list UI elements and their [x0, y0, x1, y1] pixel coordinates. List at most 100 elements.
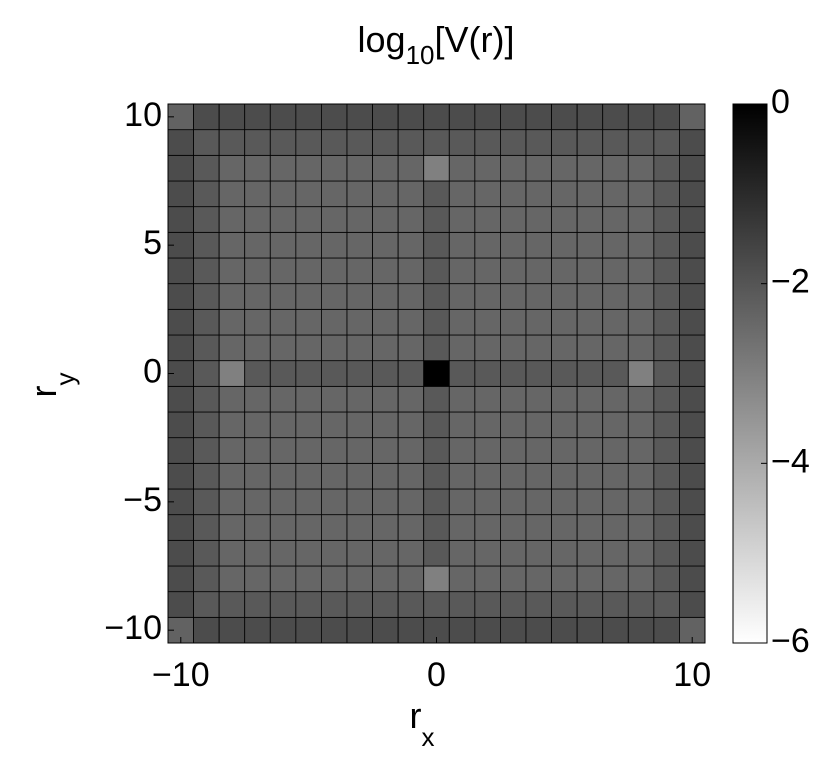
heatmap-cell — [602, 103, 629, 131]
heatmap-cell — [397, 360, 425, 387]
heatmap-cell — [269, 411, 297, 439]
heatmap-cell — [576, 129, 604, 156]
heatmap-cell — [269, 231, 297, 259]
heatmap-cell — [679, 206, 706, 233]
heatmap-cell — [269, 180, 297, 208]
heatmap-cell — [448, 103, 476, 131]
heatmap-cell — [448, 488, 476, 516]
heatmap-cell — [346, 437, 373, 464]
heatmap-cell — [679, 462, 706, 490]
heatmap-cell — [602, 385, 629, 413]
heatmap-cell — [193, 180, 220, 208]
colorbar-tick-label: −2 — [771, 263, 810, 301]
heatmap-cell — [679, 283, 706, 310]
heatmap-cell — [525, 437, 552, 464]
heatmap-cell — [269, 257, 297, 285]
heatmap-cell — [627, 334, 655, 362]
heatmap-cell — [372, 539, 399, 567]
heatmap-cell — [346, 385, 373, 413]
heatmap-cell — [269, 103, 297, 131]
heatmap-cell — [244, 385, 271, 413]
heatmap-cell — [295, 308, 322, 336]
heatmap-cell — [167, 308, 194, 336]
heatmap-cell — [653, 514, 680, 541]
heatmap-cell — [576, 308, 604, 336]
heatmap-cell — [627, 180, 655, 208]
heatmap-cell — [321, 591, 348, 618]
heatmap-cell — [269, 488, 297, 516]
heatmap-cell — [218, 180, 246, 208]
heatmap-cell — [500, 334, 527, 362]
heatmap-cell — [218, 591, 246, 618]
heatmap-cell — [679, 385, 706, 413]
heatmap-cell — [218, 206, 246, 233]
heatmap-cell — [448, 411, 476, 439]
heatmap-cell — [551, 591, 578, 618]
heatmap-cell — [218, 411, 246, 439]
heatmap-cell — [602, 154, 629, 182]
heatmap-cell — [423, 257, 450, 285]
heatmap-cell — [602, 514, 629, 541]
heatmap-cell — [576, 591, 604, 618]
heatmap-cell — [269, 462, 297, 490]
heatmap-cell — [525, 565, 552, 593]
heatmap-cell — [525, 334, 552, 362]
heatmap-cell — [295, 385, 322, 413]
heatmap-cell — [474, 514, 501, 541]
heatmap-cell — [627, 385, 655, 413]
heatmap-cell — [679, 437, 706, 464]
heatmap-cell — [372, 308, 399, 336]
heatmap-cell — [167, 334, 194, 362]
colorbar-tick-label: −6 — [771, 622, 810, 660]
heatmap-cell — [500, 154, 527, 182]
heatmap-cell — [653, 231, 680, 259]
heatmap-cell — [653, 565, 680, 593]
heatmap-cell — [372, 334, 399, 362]
heatmap-cell — [423, 308, 450, 336]
heatmap-cell — [372, 462, 399, 490]
heatmap-cell — [269, 154, 297, 182]
heatmap-cell — [269, 283, 297, 310]
heatmap-cell — [423, 206, 450, 233]
heatmap-cell — [500, 385, 527, 413]
heatmap-cell — [602, 539, 629, 567]
heatmap-cell — [295, 103, 322, 131]
heatmap-cell — [423, 180, 450, 208]
heatmap-cell — [167, 514, 194, 541]
heatmap-cell — [525, 257, 552, 285]
heatmap-cell — [397, 488, 425, 516]
heatmap-cell — [602, 411, 629, 439]
heatmap-cell — [397, 206, 425, 233]
heatmap-cell — [602, 180, 629, 208]
heatmap-cell — [653, 103, 680, 131]
heatmap-cell — [167, 206, 194, 233]
heatmap-cell — [346, 565, 373, 593]
heatmap-cell — [295, 539, 322, 567]
heatmap-cell — [627, 360, 655, 387]
heatmap-cell — [346, 360, 373, 387]
heatmap-cell — [346, 334, 373, 362]
heatmap-cell — [551, 154, 578, 182]
heatmap-cell — [269, 206, 297, 233]
heatmap-cell — [525, 231, 552, 259]
heatmap-cell — [372, 385, 399, 413]
heatmap-cell — [372, 206, 399, 233]
heatmap-cell — [193, 334, 220, 362]
heatmap-cell — [244, 206, 271, 233]
heatmap-cell — [269, 385, 297, 413]
heatmap-cell — [525, 462, 552, 490]
heatmap-cell — [193, 437, 220, 464]
heatmap-cell — [295, 334, 322, 362]
heatmap-cell — [167, 180, 194, 208]
heatmap-cell — [627, 539, 655, 567]
heatmap-cell — [679, 103, 706, 131]
heatmap-cell — [218, 154, 246, 182]
heatmap-cell — [372, 488, 399, 516]
heatmap-cell — [551, 283, 578, 310]
heatmap-cell — [193, 360, 220, 387]
heatmap-cell — [551, 514, 578, 541]
heatmap-cell — [193, 257, 220, 285]
heatmap-cell — [653, 283, 680, 310]
heatmap-cell — [423, 334, 450, 362]
